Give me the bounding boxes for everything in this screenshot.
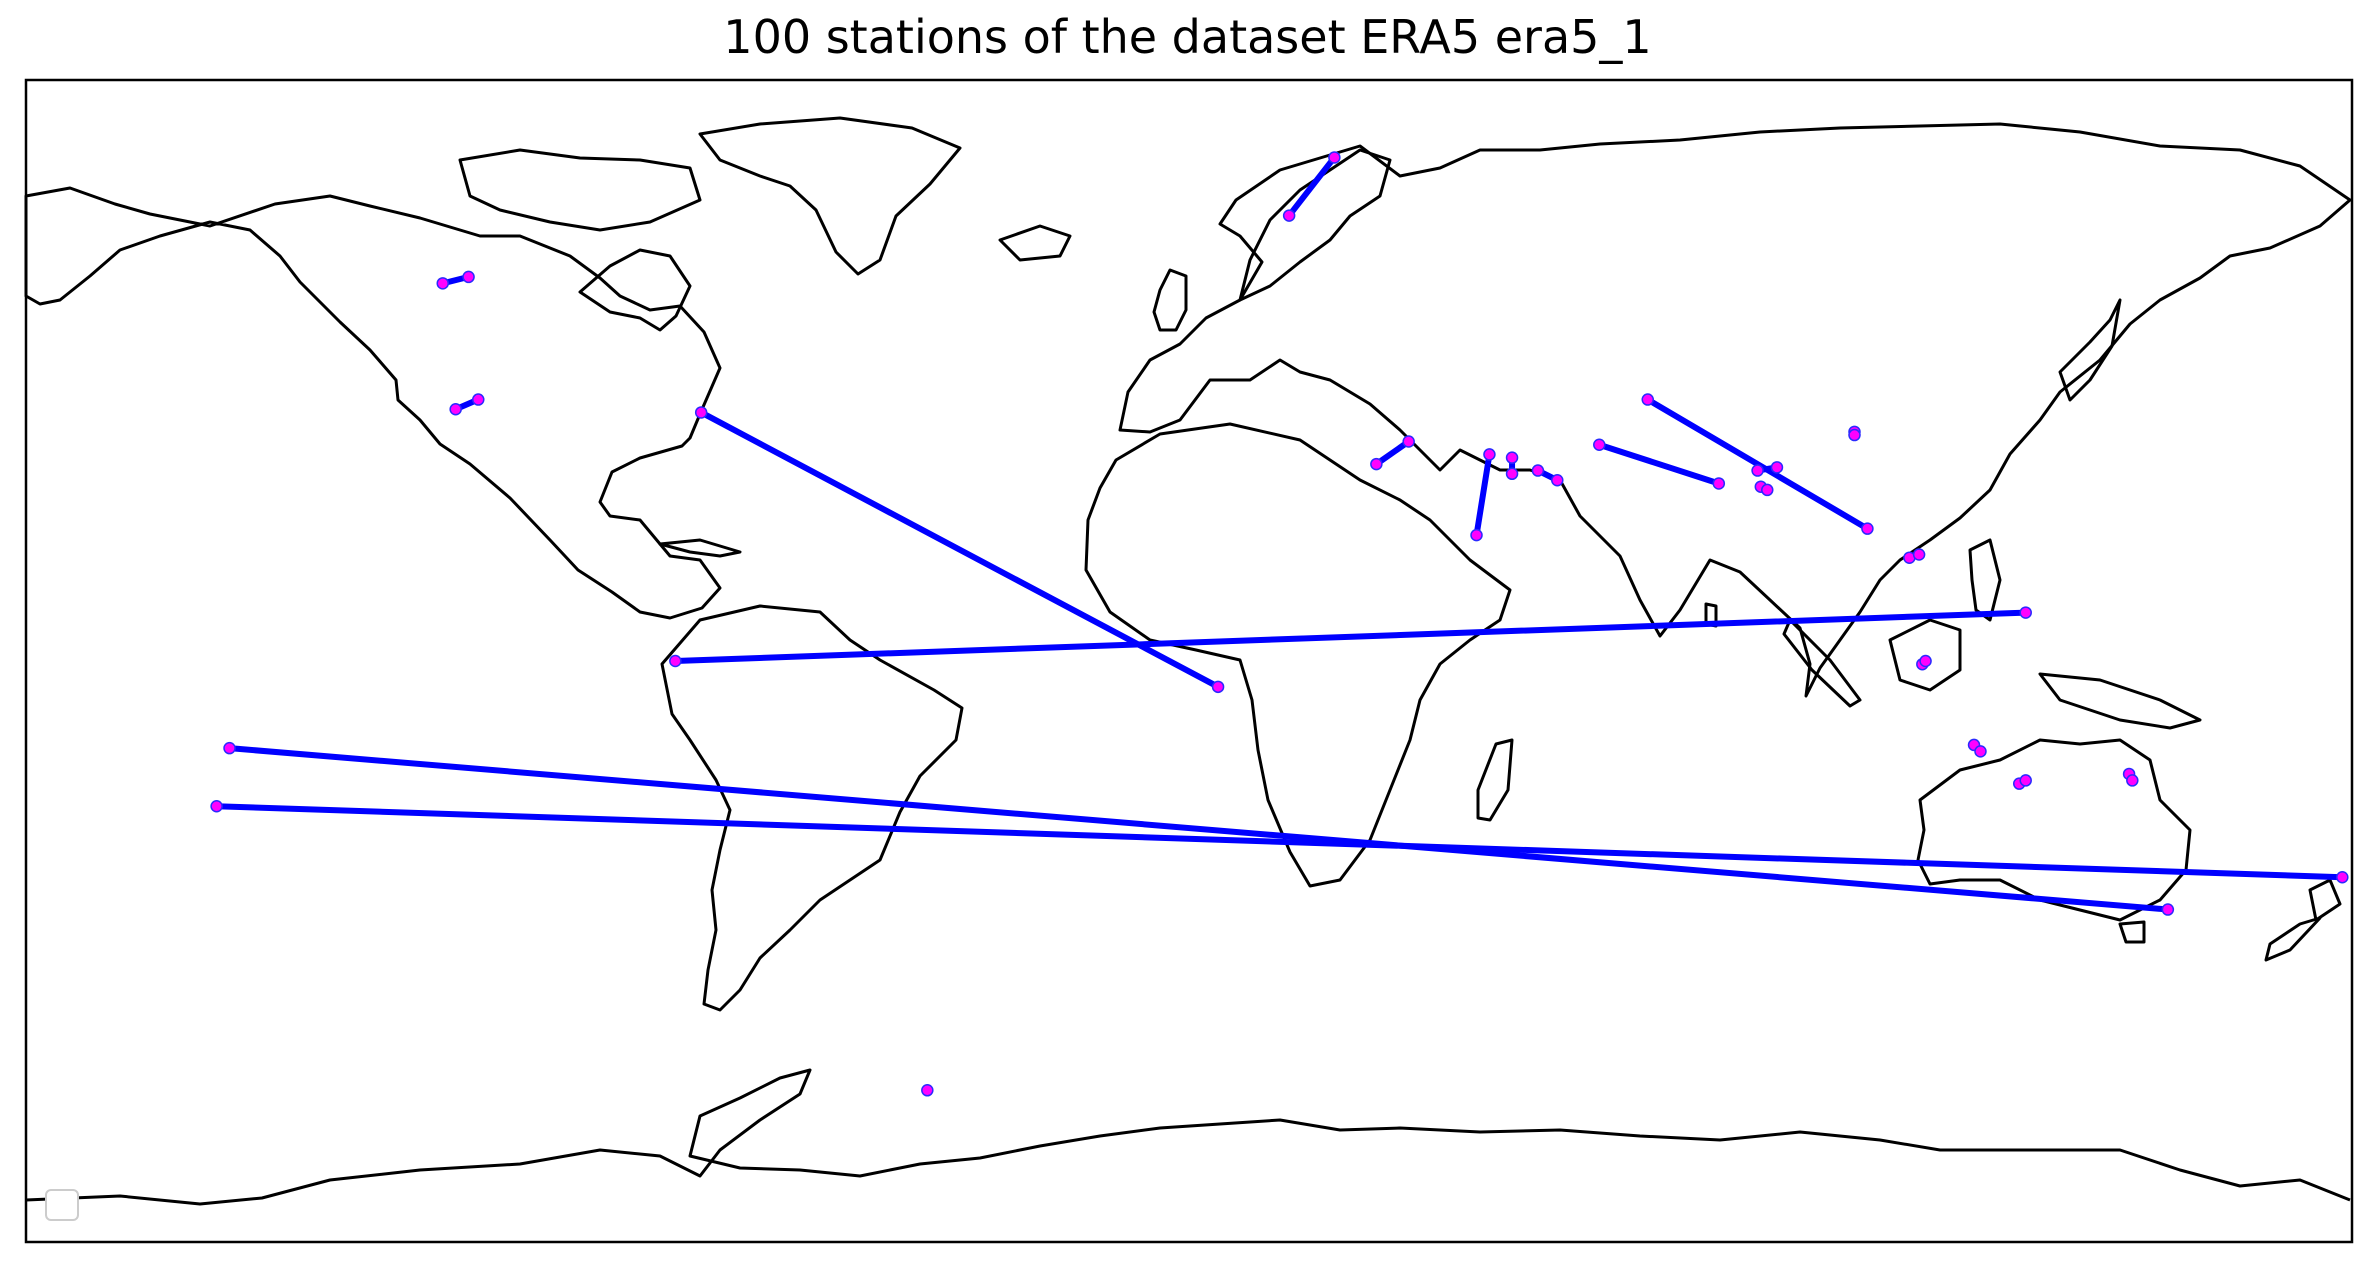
station-route-2 (226, 745, 2171, 913)
coastline-australia (1916, 738, 2192, 922)
coastline-new-guinea (2038, 672, 2202, 730)
station-marker-26 (1751, 464, 1764, 477)
station-marker-15 (1402, 435, 1415, 448)
station-route-7 (1373, 438, 1412, 468)
station-marker-21 (1551, 473, 1564, 487)
station-marker-27 (1770, 461, 1784, 474)
coastline-madagascar (1476, 738, 1514, 822)
legend-box (45, 1189, 79, 1221)
station-route-1 (672, 609, 2029, 664)
station-marker-22 (1593, 438, 1606, 451)
station-marker-17 (1483, 448, 1496, 461)
coastline-japan (2058, 298, 2122, 402)
station-markers (210, 151, 2349, 1097)
coastline-cuba (658, 538, 742, 558)
station-marker-25 (1861, 522, 1874, 535)
station-marker-1 (1211, 680, 1225, 694)
coastline-new-zealand (2264, 878, 2342, 962)
station-marker-24 (1641, 393, 1654, 406)
station-marker-9 (1328, 151, 1341, 164)
coastline-iceland (998, 224, 1072, 262)
station-marker-6 (210, 800, 223, 813)
station-route-12 (1644, 396, 1871, 532)
station-route-4 (1286, 154, 1338, 219)
station-marker-37 (2126, 774, 2139, 787)
station-marker-20 (1531, 464, 1545, 477)
station-marker-39 (1848, 428, 1861, 442)
coastline-africa (1084, 422, 1512, 888)
station-marker-10 (436, 277, 449, 290)
coastline-north-america (24, 186, 722, 620)
station-marker-23 (1712, 477, 1726, 490)
station-marker-7 (2336, 871, 2349, 884)
coastline-antarctica (25, 1068, 2351, 1206)
station-marker-16 (1470, 528, 1483, 542)
station-marker-2 (669, 654, 682, 668)
station-marker-13 (472, 393, 485, 406)
coastline-sumatra (1782, 618, 1862, 708)
station-marker-35 (2019, 774, 2032, 787)
station-marker-4 (223, 741, 236, 755)
station-route-0 (698, 409, 1222, 690)
station-marker-41 (1919, 654, 1932, 668)
station-marker-31 (1912, 548, 1926, 561)
coastlines (24, 116, 2352, 1206)
coastline-britain (1152, 268, 1188, 332)
station-marker-14 (1370, 457, 1383, 471)
station-marker-12 (449, 402, 462, 416)
station-marker-3 (2019, 606, 2032, 619)
station-marker-11 (462, 270, 475, 284)
map-title: 100 stations of the dataset ERA5 era5_1 (723, 10, 1652, 64)
station-marker-8 (1282, 209, 1296, 222)
station-marker-18 (1505, 451, 1519, 464)
coastline-eurasia (1118, 122, 2352, 698)
station-marker-29 (1761, 483, 1774, 497)
coastline-hudson-bay (578, 248, 692, 332)
station-marker-33 (1974, 745, 1987, 758)
coastline-arctic-islands (458, 148, 702, 232)
station-marker-19 (1505, 467, 1519, 481)
coastline-south-america (660, 604, 964, 1012)
coastline-philippines (1968, 538, 2002, 622)
station-route-8 (1473, 451, 1493, 539)
station-marker-0 (694, 406, 708, 419)
coastline-tasmania (2118, 920, 2146, 944)
coastline-scandinavia (1238, 148, 1392, 302)
station-route-11 (1596, 441, 1722, 487)
coastline-borneo (1888, 618, 1962, 692)
station-route-3 (213, 803, 2346, 881)
station-routes (213, 154, 2346, 913)
station-marker-42 (921, 1084, 934, 1097)
station-marker-5 (2161, 903, 2175, 916)
map-frame (24, 78, 2354, 1244)
coastline-greenland (698, 116, 962, 276)
